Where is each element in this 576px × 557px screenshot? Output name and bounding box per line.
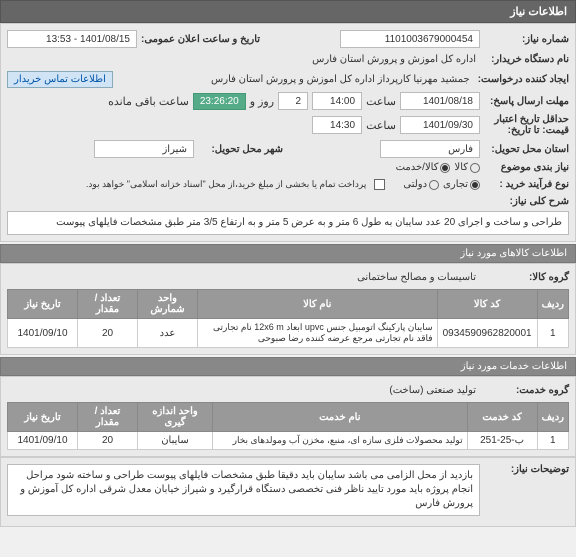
goods-section: گروه کالا: تاسیسات و مصالح ساختمانی ردیف… bbox=[0, 263, 576, 355]
cell-qty: 20 bbox=[78, 319, 138, 348]
process-label: نوع فرآیند خرید : bbox=[484, 179, 569, 190]
cell-unit-2: سایبان bbox=[138, 432, 213, 450]
city-label: شهر محل تحویل: bbox=[198, 144, 283, 155]
province-field: فارس bbox=[380, 140, 480, 158]
public-date-label: تاریخ و ساعت اعلان عمومی: bbox=[141, 34, 260, 45]
th-code-2: کد خدمت bbox=[467, 403, 537, 432]
notes-box: بازدید از محل الزامی می باشد سایبان باید… bbox=[7, 464, 480, 516]
th-code: کد کالا bbox=[437, 290, 537, 319]
requester-label: ایجاد کننده درخواست: bbox=[478, 74, 569, 85]
th-qty: تعداد / مقدار bbox=[78, 290, 138, 319]
need-number-field: 1101003679000454 bbox=[340, 30, 480, 48]
time-label-2: ساعت bbox=[366, 119, 396, 132]
main-header: اطلاعات نیاز bbox=[0, 0, 576, 23]
th-date: تاریخ نیاز bbox=[8, 290, 78, 319]
goods-group-label: گروه کالا: bbox=[484, 272, 569, 283]
deadline-date-field: 1401/08/18 bbox=[400, 92, 480, 110]
th-row-2: ردیف bbox=[537, 403, 568, 432]
radio-icon-checked-2 bbox=[470, 180, 480, 190]
cell-row-2: 1 bbox=[537, 432, 568, 450]
day-count-field: 2 bbox=[278, 92, 308, 110]
th-unit-2: واحد اندازه گیری bbox=[138, 403, 213, 432]
buyer-label: نام دستگاه خریدار: bbox=[484, 54, 569, 65]
payment-note: پرداخت تمام یا بخشی از مبلغ خرید،از محل … bbox=[82, 177, 370, 192]
table-row: 1 ب-25-251 تولید محصولات فلزی سازه ای، م… bbox=[8, 432, 569, 450]
remaining-timer: 23:26:20 bbox=[193, 93, 246, 110]
radio-icon bbox=[470, 163, 480, 173]
services-group-value: تولید صنعتی (ساخت) bbox=[385, 383, 480, 398]
th-name: نام کالا bbox=[198, 290, 438, 319]
cell-qty-2: 20 bbox=[78, 432, 138, 450]
notes-section: توضیحات نیاز: بازدید از محل الزامی می با… bbox=[0, 457, 576, 527]
th-name-2: نام خدمت bbox=[213, 403, 468, 432]
need-number-label: شماره نیاز: bbox=[484, 34, 569, 45]
summary-label: شرح کلی نیاز: bbox=[484, 196, 569, 207]
cell-row: 1 bbox=[537, 319, 568, 348]
cell-date: 1401/09/10 bbox=[8, 319, 78, 348]
form-section: شماره نیاز: 1101003679000454 تاریخ و ساع… bbox=[0, 23, 576, 242]
validity-time-field: 14:30 bbox=[312, 116, 362, 134]
cell-code: 0934590962820001 bbox=[437, 319, 537, 348]
header-title: اطلاعات نیاز bbox=[510, 6, 567, 18]
radio-icon-2 bbox=[429, 180, 439, 190]
process-radio-1[interactable]: تجاری bbox=[443, 179, 480, 190]
cell-name-2: تولید محصولات فلزی سازه ای، منبع، مخزن آ… bbox=[213, 432, 468, 450]
payment-checkbox[interactable] bbox=[374, 179, 385, 190]
services-header: اطلاعات خدمات مورد نیاز bbox=[0, 357, 576, 376]
table-header-row: ردیف کد کالا نام کالا واحد شمارش تعداد /… bbox=[8, 290, 569, 319]
deadline-label: مهلت ارسال پاسخ: bbox=[484, 96, 569, 107]
notes-label: توضیحات نیاز: bbox=[484, 464, 569, 475]
day-label: روز و bbox=[250, 95, 274, 108]
validity-date-field: 1401/09/30 bbox=[400, 116, 480, 134]
remaining-label: ساعت باقی مانده bbox=[108, 95, 189, 108]
delivery-radio-1[interactable]: کالا bbox=[454, 162, 480, 173]
goods-group-value: تاسیسات و مصالح ساختمانی bbox=[353, 270, 480, 285]
process-radio-2[interactable]: دولتی bbox=[403, 179, 439, 190]
delivery-type-label: نیاز بندی موضوع bbox=[484, 162, 569, 173]
goods-header: اطلاعات کالاهای مورد نیاز bbox=[0, 244, 576, 263]
th-unit: واحد شمارش bbox=[138, 290, 198, 319]
th-row: ردیف bbox=[537, 290, 568, 319]
summary-box: طراحی و ساخت و اجرای 20 عدد سایبان به طو… bbox=[7, 211, 569, 235]
table-row: 1 0934590962820001 سایبان پارکینگ اتومبی… bbox=[8, 319, 569, 348]
th-date-2: تاریخ نیاز bbox=[8, 403, 78, 432]
buyer-value: اداره کل اموزش و پرورش استان فارس bbox=[308, 52, 480, 67]
city-field: شیراز bbox=[94, 140, 194, 158]
cell-date-2: 1401/09/10 bbox=[8, 432, 78, 450]
goods-table: ردیف کد کالا نام کالا واحد شمارش تعداد /… bbox=[7, 289, 569, 348]
cell-code-2: ب-25-251 bbox=[467, 432, 537, 450]
time-label-1: ساعت bbox=[366, 95, 396, 108]
services-group-label: گروه خدمت: bbox=[484, 385, 569, 396]
deadline-time-field: 14:00 bbox=[312, 92, 362, 110]
public-date-field: 1401/08/15 - 13:53 bbox=[7, 30, 137, 48]
delivery-radio-2[interactable]: کالا/خدمت bbox=[396, 162, 451, 173]
contact-link[interactable]: اطلاعات تماس خریدار bbox=[7, 71, 113, 88]
province-label: استان محل تحویل: bbox=[484, 144, 569, 155]
cell-unit: عدد bbox=[138, 319, 198, 348]
cell-name: سایبان پارکینگ اتومبیل جنس upvc ابعاد 12… bbox=[198, 319, 438, 348]
services-table: ردیف کد خدمت نام خدمت واحد اندازه گیری ت… bbox=[7, 402, 569, 450]
requester-value: جمشید مهرنیا کارپرداز اداره کل اموزش و پ… bbox=[207, 72, 474, 87]
th-qty-2: تعداد / مقدار bbox=[78, 403, 138, 432]
services-section: گروه خدمت: تولید صنعتی (ساخت) ردیف کد خد… bbox=[0, 376, 576, 457]
table-header-row: ردیف کد خدمت نام خدمت واحد اندازه گیری ت… bbox=[8, 403, 569, 432]
radio-icon-checked bbox=[440, 163, 450, 173]
validity-label: حداقل تاریخ اعتبار قیمت: تا تاریخ: bbox=[484, 114, 569, 136]
